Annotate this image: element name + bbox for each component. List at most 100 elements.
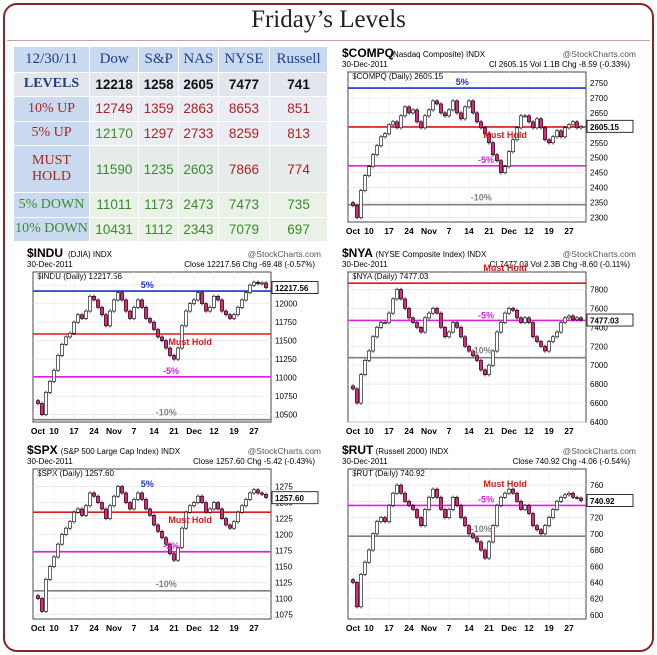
last-price-label: 740.92 — [590, 497, 615, 506]
candle — [539, 341, 543, 347]
y-tick-label: 2300 — [590, 214, 608, 223]
candle — [180, 325, 184, 349]
candle — [375, 521, 379, 535]
level-label-minus10: -10% — [471, 346, 492, 356]
y-tick-label: 1275 — [275, 483, 293, 492]
candle — [383, 517, 387, 522]
candle — [88, 492, 92, 507]
x-tick-label: 12 — [209, 426, 219, 436]
candle — [188, 303, 192, 312]
candle — [84, 310, 88, 319]
candle — [483, 127, 487, 135]
level-label-must_hold: Must Hold — [168, 337, 212, 347]
chart-title: $SPX — [27, 443, 58, 457]
candle — [395, 121, 399, 129]
level-label-must_hold: Must Hold — [168, 515, 212, 525]
table-header-row: 12/30/11 Dow S&P NAS NYSE Russell — [13, 46, 328, 73]
level-label-minus5: -5% — [478, 494, 494, 504]
candle — [443, 327, 447, 338]
stockcharts-brand: @StockCharts.com — [563, 446, 636, 456]
candle — [379, 517, 383, 522]
candle — [563, 127, 567, 138]
candle — [519, 115, 523, 129]
chart-spx: $SPX (S&P 500 Large Cap Index) INDX @Stock… — [25, 443, 325, 639]
x-tick-label: 21 — [169, 623, 179, 633]
table-row: 5% UP 12170 1297 2733 8259 813 — [13, 120, 328, 146]
candle — [487, 541, 491, 559]
candle — [403, 492, 407, 502]
chart-svg-spx: $SPX (S&P 500 Large Cap Index) INDX @Stock… — [27, 443, 321, 633]
candle — [463, 517, 467, 526]
y-tick-label: 2350 — [590, 199, 608, 208]
candle — [523, 115, 527, 118]
candle — [96, 299, 100, 308]
table-cell: 12749 — [88, 96, 140, 122]
candle — [156, 329, 160, 338]
candle — [228, 314, 232, 319]
table-cell: 7477 — [217, 71, 271, 98]
x-tick-label: 24 — [89, 426, 99, 436]
x-tick-label: Oct — [346, 623, 360, 633]
candle — [531, 121, 535, 129]
candle — [491, 525, 495, 543]
candle — [547, 139, 551, 144]
table-cell: 1359 — [138, 96, 180, 122]
chart-date: 30-Dec-2011 — [27, 260, 73, 269]
table-row: 10% UP 12749 1359 2863 8653 851 — [13, 96, 328, 122]
chart-stats: Close 1257.60 Chg -5.42 (-0.43%) — [193, 457, 315, 466]
candle — [367, 350, 371, 361]
y-tick-label: 680 — [590, 546, 604, 555]
x-tick-label: 14 — [149, 623, 159, 633]
chart-index-name: (DJIA) INDX — [68, 250, 113, 259]
candle — [543, 345, 547, 352]
x-tick-label: Oct — [346, 426, 360, 436]
y-tick-label: 720 — [590, 514, 604, 523]
stockcharts-brand: @StockCharts.com — [563, 249, 636, 259]
candle — [499, 160, 503, 173]
candle — [148, 318, 152, 323]
candle — [132, 499, 136, 510]
candle — [60, 534, 64, 545]
candle — [371, 533, 375, 551]
candle — [116, 486, 120, 497]
candle — [439, 496, 443, 510]
candle — [144, 499, 148, 510]
candle — [391, 492, 395, 506]
candle — [563, 494, 567, 498]
candle — [567, 315, 571, 319]
level-label-must_hold: Must Hold — [483, 263, 527, 273]
candle — [523, 317, 527, 323]
candle — [491, 350, 495, 366]
candle — [575, 496, 579, 499]
level-label-must_hold: Must Hold — [483, 479, 527, 489]
chart-index-name: (S&P 500 Large Cap Index) INDX — [61, 447, 181, 456]
table-cell: 1173 — [138, 192, 180, 218]
candle — [579, 126, 583, 129]
col-sp: S&P — [138, 46, 180, 73]
y-tick-label: 6800 — [590, 380, 608, 389]
candle — [535, 525, 539, 531]
candle — [523, 505, 527, 510]
candle — [144, 307, 148, 319]
chart-indu: $INDU (DJIA) INDX @StockCharts.com 30-Dec-2… — [25, 246, 325, 442]
table-cell: 2605 — [178, 71, 219, 98]
candle — [567, 124, 571, 129]
row-label: 5% DOWN — [13, 192, 90, 218]
candle — [551, 136, 555, 144]
x-tick-label: Dec — [501, 226, 517, 236]
candle — [256, 281, 260, 284]
table-cell: 12170 — [88, 120, 140, 146]
y-tick-label: 10500 — [275, 411, 298, 420]
candle — [403, 298, 407, 309]
candle — [459, 112, 463, 120]
table-cell: 2473 — [178, 192, 219, 218]
y-tick-label: 6600 — [590, 399, 608, 408]
candle — [463, 106, 467, 120]
table-cell: 1112 — [138, 216, 180, 243]
candle — [40, 598, 44, 612]
candle — [152, 321, 156, 330]
candle — [232, 521, 236, 529]
y-tick-label: 2500 — [590, 154, 608, 163]
x-tick-label: 27 — [564, 623, 574, 633]
candle — [40, 403, 44, 415]
